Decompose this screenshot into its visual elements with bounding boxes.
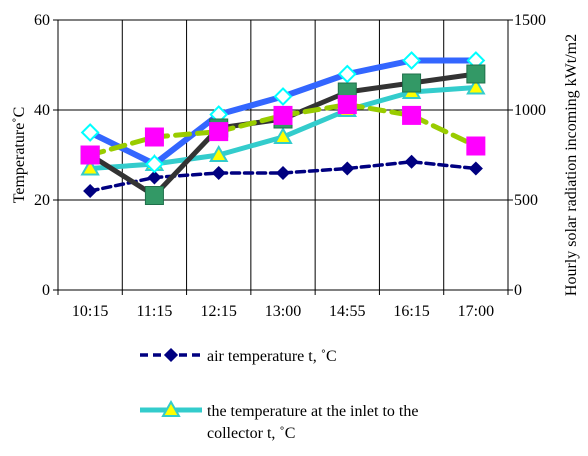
point-outlet — [402, 51, 421, 70]
x-axis: 10:15 11:15 12:15 13:00 14:55 16:15 17:00 — [57, 290, 509, 320]
point-air — [340, 161, 355, 176]
point-air — [83, 183, 98, 199]
point-collector — [402, 73, 422, 93]
point-inlet — [273, 126, 293, 144]
legend-label-inlet: collector t, ˚C — [207, 425, 295, 442]
right-tick-label: 0 — [514, 282, 522, 299]
point-radiation — [209, 122, 229, 142]
point-radiation — [466, 136, 486, 156]
point-outlet — [337, 64, 357, 84]
x-tick-label: 12:15 — [200, 303, 236, 320]
point-radiation — [144, 127, 164, 147]
point-air — [147, 170, 162, 185]
left-tick-label: 0 — [42, 282, 50, 299]
point-radiation — [273, 105, 293, 125]
legend-marker-inlet — [161, 399, 181, 417]
point-air — [404, 154, 419, 169]
x-tick-label: 16:15 — [393, 303, 429, 320]
right-tick-label: 500 — [514, 192, 538, 209]
right-tick-label: 1000 — [514, 102, 546, 119]
point-outlet — [273, 87, 293, 106]
point-outlet — [145, 154, 164, 174]
legend-label-air: air temperature t, ˚C — [207, 348, 337, 365]
x-tick-label: 10:15 — [72, 303, 108, 320]
point-air — [211, 165, 226, 181]
point-radiation — [80, 145, 100, 165]
gridlines — [58, 20, 508, 290]
left-axis-title: Temperature˚C — [11, 107, 28, 204]
series-markers — [80, 51, 486, 205]
point-collector — [466, 64, 486, 84]
x-tick-label: 17:00 — [458, 303, 494, 320]
point-inlet — [80, 158, 100, 176]
point-collector — [144, 186, 164, 205]
point-inlet — [208, 144, 229, 162]
point-inlet — [466, 77, 486, 95]
legend-label-inlet: the temperature at the inlet to the — [207, 403, 418, 420]
x-tick-label: 14:55 — [329, 303, 365, 320]
right-axis: 0 500 1000 1500 — [508, 12, 546, 299]
point-outlet — [80, 123, 100, 142]
right-tick-label: 1500 — [514, 12, 546, 29]
left-tick-label: 20 — [34, 192, 50, 209]
point-radiation — [402, 105, 422, 125]
right-axis-title: Hourly solar radiation incoming kWt/m2 — [563, 34, 580, 296]
left-tick-label: 60 — [34, 12, 50, 29]
point-radiation — [337, 95, 357, 115]
left-axis: 0 20 40 60 — [34, 12, 58, 299]
point-air — [468, 161, 483, 176]
point-air — [275, 165, 291, 181]
legend: air temperature t, ˚C the temperature at … — [140, 347, 418, 442]
legend-marker-air — [163, 347, 179, 363]
x-tick-label: 11:15 — [136, 303, 172, 320]
x-tick-label: 13:00 — [265, 303, 301, 320]
left-tick-label: 40 — [34, 102, 50, 119]
